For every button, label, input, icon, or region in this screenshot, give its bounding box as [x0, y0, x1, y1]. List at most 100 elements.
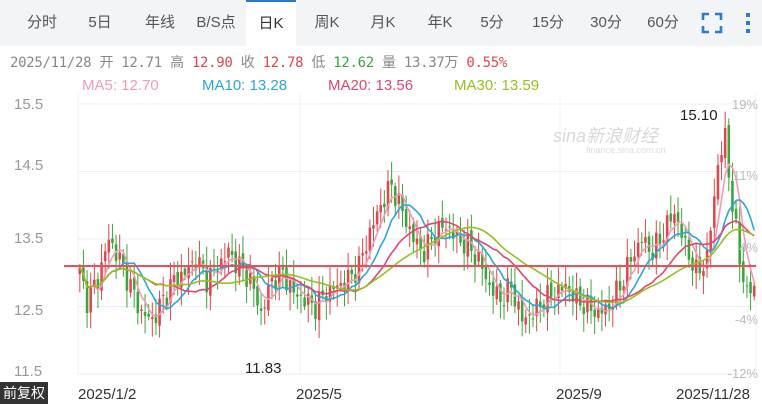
tab-30min[interactable]: 30分	[590, 14, 622, 31]
candle-body	[136, 291, 140, 314]
candle-body	[433, 236, 437, 244]
tab-5min[interactable]: 5分	[480, 14, 504, 31]
y-tick-label: 15.5	[14, 96, 44, 113]
candle-body	[622, 286, 625, 291]
ma5-legend: MA5: 12.70	[82, 77, 159, 94]
candle-body	[111, 238, 114, 243]
candle-body	[281, 267, 285, 270]
ma30-legend: MA30: 13.59	[454, 77, 540, 94]
tab-monthly-k[interactable]: 月K	[370, 14, 396, 31]
open-value: 12.71	[121, 55, 162, 71]
tab-yearly-k[interactable]: 年K	[427, 14, 453, 31]
candle-body	[723, 128, 727, 158]
y-tick-label: 12.5	[14, 302, 44, 319]
candle-body	[107, 239, 111, 253]
candle-body	[89, 286, 92, 313]
candle-body	[227, 247, 230, 258]
fullscreen-icon[interactable]	[697, 0, 727, 46]
candle-body	[332, 286, 335, 290]
ma30-line	[79, 226, 755, 304]
candle-body	[419, 236, 422, 249]
candle-body	[727, 124, 731, 178]
candle-body	[245, 269, 248, 287]
candle-body	[462, 239, 466, 254]
candle-body	[604, 304, 607, 315]
candle-body	[745, 285, 749, 287]
price-adjustment-label[interactable]: 前复权	[0, 382, 48, 404]
candle-body	[618, 280, 622, 291]
tab-60min[interactable]: 60分	[647, 14, 679, 31]
tab-daily-k[interactable]: 日K	[246, 0, 296, 46]
quote-date: 2025/11/28	[10, 55, 92, 71]
tab-5day[interactable]: 5日	[88, 14, 112, 31]
candle-body	[593, 309, 596, 317]
y-tick-label: 14.5	[14, 157, 44, 174]
candle-body	[673, 214, 676, 224]
candle-body	[473, 254, 477, 265]
quote-info-line: 2025/11/28 开 12.71 高 12.90 收 12.78 低 12.…	[10, 52, 507, 72]
candle-body	[466, 233, 470, 257]
candle-body	[161, 294, 165, 296]
candle-body	[194, 264, 198, 271]
candle-body	[520, 298, 524, 322]
candle-body	[495, 286, 499, 300]
candle-body	[480, 254, 484, 269]
candle-body	[430, 236, 433, 240]
candle-body	[702, 270, 705, 276]
candle-body	[379, 205, 383, 213]
low-value: 12.62	[333, 55, 374, 71]
candle-body	[633, 256, 636, 262]
candle-body	[306, 293, 310, 305]
more-vertical-icon[interactable]	[740, 0, 756, 46]
ma20-line	[79, 219, 755, 303]
candle-body	[451, 230, 455, 239]
candle-body	[535, 298, 538, 317]
candle-body	[364, 251, 368, 254]
pct-tick-label: -4%	[734, 312, 758, 327]
candle-body	[198, 257, 201, 267]
candle-body	[408, 226, 412, 229]
candle-body	[549, 282, 553, 297]
tab-intraday[interactable]: 分时	[26, 14, 57, 31]
ma10-legend: MA10: 13.28	[202, 77, 288, 94]
period-toolbar: 分时 5日 年线 B/S点 日K 周K 月K 年K 5分 15分 30分 60分	[0, 0, 762, 46]
candle-body	[742, 261, 745, 283]
tab-weekly-k[interactable]: 周K	[314, 14, 340, 31]
candle-body	[669, 213, 673, 222]
candle-body	[147, 313, 150, 317]
candle-body	[397, 193, 401, 205]
candle-body	[470, 230, 473, 251]
candle-body	[713, 196, 716, 228]
candle-body	[205, 265, 208, 293]
tab-bs-points[interactable]: B/S点	[196, 14, 236, 31]
candle-body	[299, 294, 303, 296]
sina-watermark: sina新浪财经	[553, 126, 659, 146]
candle-body	[354, 274, 357, 283]
candle-body	[270, 277, 274, 282]
candle-body	[680, 223, 683, 238]
candle-body	[122, 254, 125, 264]
candle-body	[357, 255, 361, 284]
candle-body	[263, 307, 266, 309]
candle-body	[129, 279, 132, 293]
candle-body	[506, 278, 509, 303]
candle-body	[615, 280, 618, 307]
candle-body	[335, 285, 339, 289]
high-value: 12.90	[191, 55, 233, 71]
candle-body	[368, 227, 372, 251]
tab-year-line[interactable]: 年线	[144, 14, 175, 31]
candle-body	[125, 261, 129, 291]
candle-body	[597, 308, 600, 318]
candle-body	[738, 222, 741, 265]
candle-body	[658, 233, 662, 244]
candle-body	[455, 232, 459, 236]
candle-body	[183, 268, 187, 276]
candle-body	[230, 250, 234, 255]
max-price-label: 15.10	[680, 107, 718, 124]
tab-15min[interactable]: 15分	[532, 14, 564, 31]
pct-tick-label: -12%	[727, 366, 758, 381]
candle-body	[386, 181, 390, 209]
candle-body	[100, 262, 103, 291]
candle-body	[705, 250, 709, 269]
